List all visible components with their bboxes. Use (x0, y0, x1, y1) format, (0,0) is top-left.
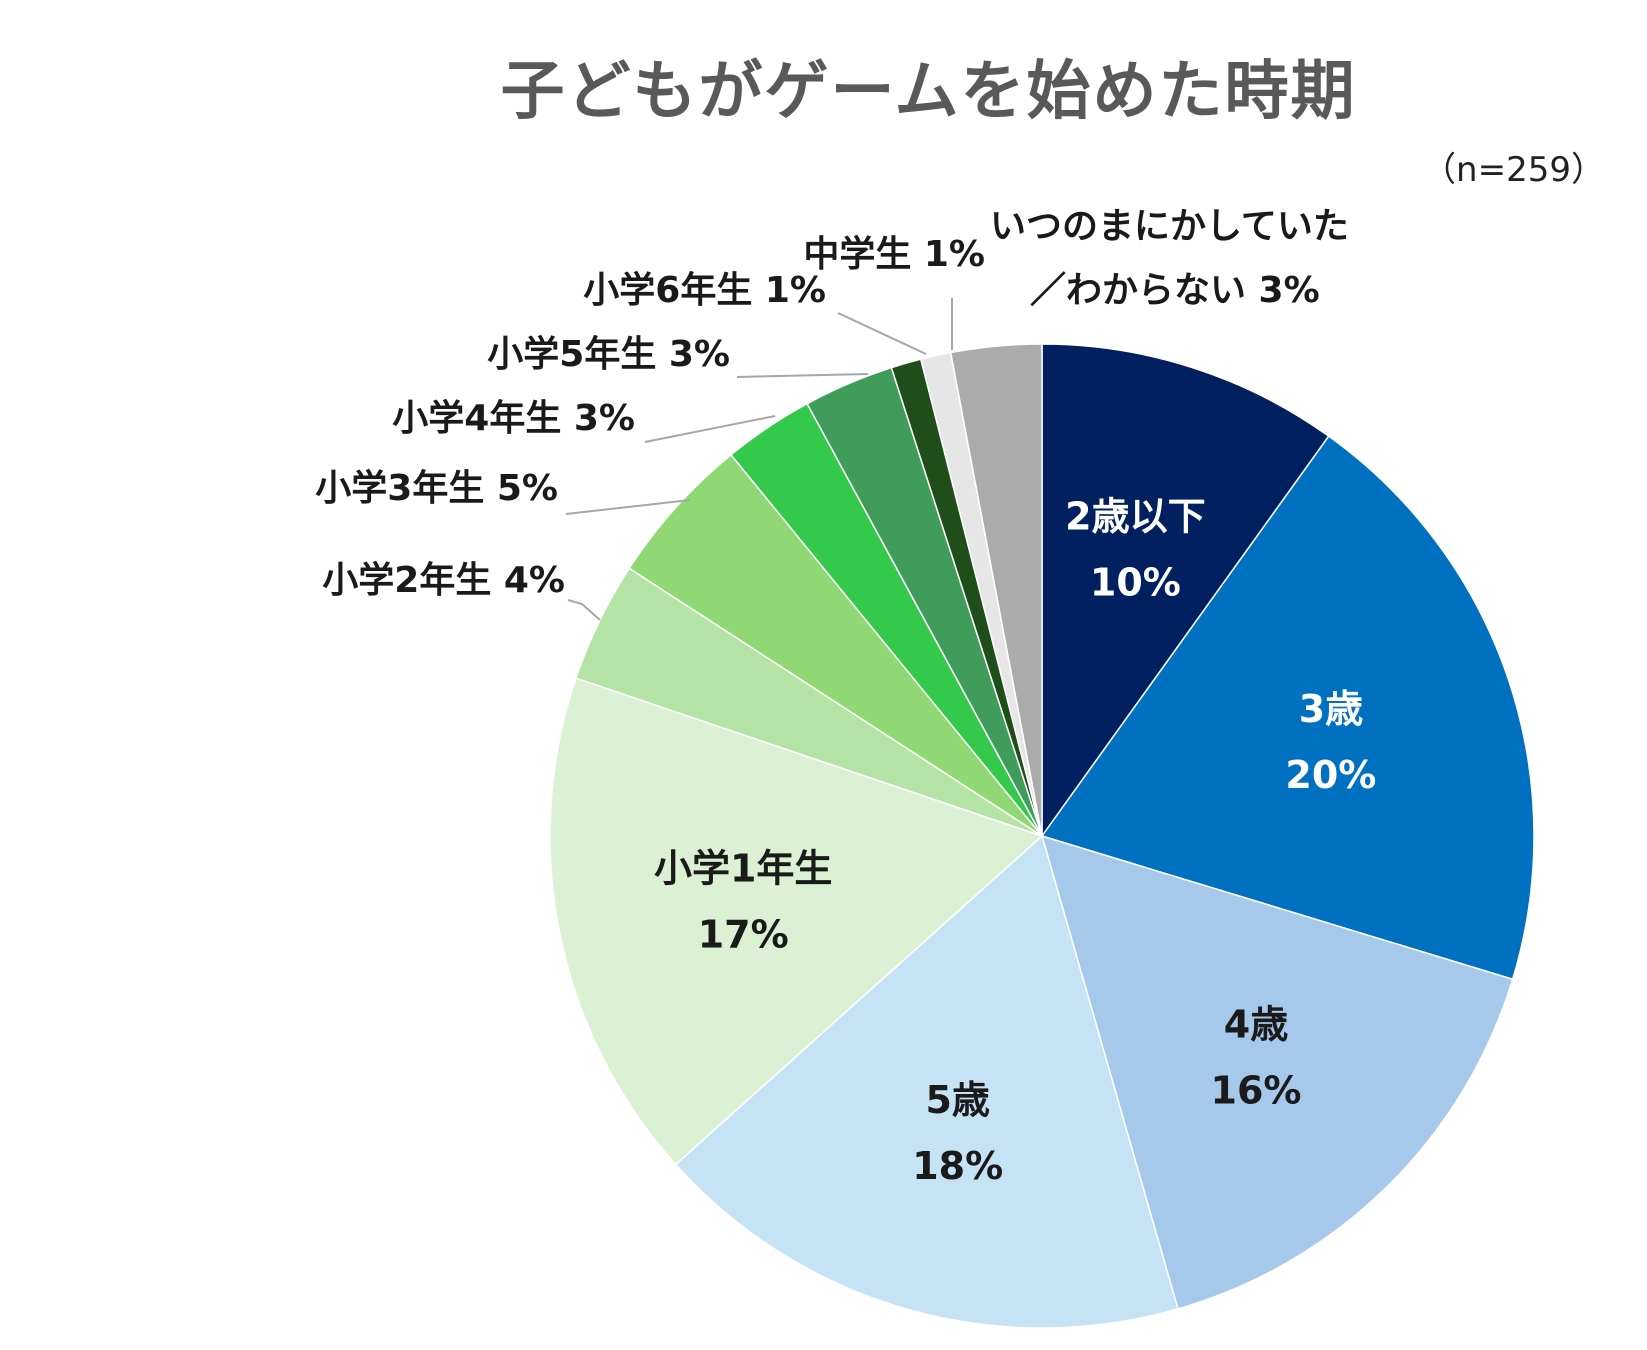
slice-7-leader-line (565, 499, 691, 515)
slice-1-value-label: 10% (1090, 561, 1181, 605)
slice-8-label: 小学4年生 3% (392, 397, 635, 439)
slice-4-label: 5歳 (925, 1078, 989, 1122)
slice-2-label: 3歳 (1299, 687, 1363, 731)
slice-3-label: 4歳 (1224, 1002, 1288, 1046)
slice-8-leader-line (644, 415, 776, 443)
slice-5-label: 小学1年生 (654, 846, 832, 890)
slice-6-label: 小学2年生 4% (322, 559, 565, 601)
slice-12-label: いつのまにかしていた (990, 206, 1349, 247)
slice-2-wedge (1040, 435, 1535, 981)
slice-12-label-line2: ／わからない 3% (1030, 270, 1320, 311)
slice-3-wedge (1040, 834, 1514, 1310)
chart-title: 子どもがゲームを始めた時期 (500, 55, 1357, 129)
sample-size-note: （n=259） (1422, 150, 1605, 190)
slice-6-leader-line (567, 599, 601, 621)
slice-5-wedge (549, 677, 1044, 1166)
slice-1-label: 2歳以下 (1065, 495, 1205, 539)
slice-9-label: 小学5年生 3% (487, 333, 730, 375)
slice-4-value-label: 18% (912, 1144, 1003, 1188)
slice-2-value-label: 20% (1285, 753, 1376, 797)
slice-5-value-label: 17% (698, 912, 789, 956)
slice-10-label: 小学6年生 1% (583, 269, 826, 311)
slice-1-wedge (1041, 343, 1330, 839)
slice-3-value-label: 16% (1211, 1068, 1302, 1112)
slice-4-wedge (674, 834, 1179, 1329)
slice-9-leader-line (736, 373, 869, 378)
slice-10-leader-line (837, 312, 927, 355)
slice-7-label: 小学3年生 5% (315, 467, 558, 509)
slice-11-label: 中学生 1% (803, 233, 985, 275)
slice-12-wedge (949, 343, 1043, 837)
slice-7-wedge (628, 453, 1043, 837)
